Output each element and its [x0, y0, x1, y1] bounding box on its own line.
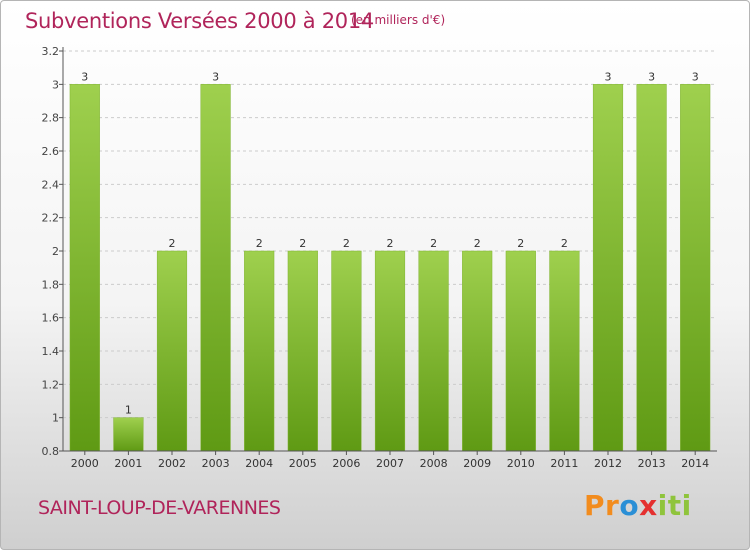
x-tick-label: 2011: [550, 457, 578, 470]
data-label: 2: [430, 237, 437, 250]
bar[interactable]: [69, 84, 100, 452]
x-tick-label: 2006: [332, 457, 360, 470]
bar[interactable]: [680, 84, 711, 452]
x-tick-label: 2001: [114, 457, 142, 470]
proxiti-logo[interactable]: Proxiti: [584, 489, 692, 522]
bar[interactable]: [200, 84, 231, 452]
bar[interactable]: [592, 84, 624, 452]
bar[interactable]: [505, 250, 536, 452]
y-tick-label: 2: [52, 245, 59, 258]
x-tick-label: 2005: [289, 457, 317, 470]
commune-name: SAINT-LOUP-DE-VARENNES: [38, 497, 281, 519]
chart-title: Subventions Versées 2000 à 2014: [25, 9, 374, 33]
data-label: 3: [81, 70, 88, 83]
y-tick-label: 1: [52, 412, 59, 425]
logo-part: o: [619, 489, 640, 522]
data-label: 3: [692, 70, 699, 83]
y-tick-label: 1.8: [42, 278, 60, 291]
y-tick-label: 1.4: [42, 345, 60, 358]
bars: 3 1 2 3 2 2 2 2 2 2 2 2 3 3 3: [69, 70, 711, 452]
bar[interactable]: [331, 250, 362, 452]
y-tick-label: 2.4: [42, 178, 60, 191]
data-label: 2: [517, 237, 524, 250]
data-label: 3: [648, 70, 655, 83]
x-tick-label: 2008: [420, 457, 448, 470]
logo-part: Pr: [584, 489, 620, 522]
y-tick-label: 2.6: [42, 145, 60, 158]
x-tick-label: 2000: [71, 457, 99, 470]
bar[interactable]: [462, 250, 493, 452]
logo-part: x: [639, 489, 658, 522]
x-tick-label: 2009: [463, 457, 491, 470]
y-tick-label: 3.2: [42, 45, 60, 58]
data-label: 2: [474, 237, 481, 250]
x-tick-label: 2012: [594, 457, 622, 470]
x-tick-label: 2014: [681, 457, 709, 470]
logo-part: iti: [657, 489, 692, 522]
data-label: 3: [605, 70, 612, 83]
bar[interactable]: [287, 250, 318, 452]
data-label: 2: [387, 237, 394, 250]
data-label: 2: [299, 237, 306, 250]
y-tick-label: 2.2: [42, 212, 60, 225]
x-tick-label: 2004: [245, 457, 273, 470]
data-label: 3: [212, 70, 219, 83]
axes: 0.8 1 1.2 1.4 1.6 1.8 2 2.2 2.4 2.6 2.8 3 3.2 2000 200…: [42, 45, 717, 470]
x-tick-label: 2002: [158, 457, 186, 470]
data-label: 2: [343, 237, 350, 250]
y-tick-label: 2.8: [42, 112, 60, 125]
bar[interactable]: [113, 417, 144, 452]
bar[interactable]: [549, 250, 580, 452]
data-label: 2: [169, 237, 176, 250]
data-label: 2: [256, 237, 263, 250]
y-tick-label: 0.8: [42, 445, 60, 458]
x-tick-label: 2010: [507, 457, 535, 470]
y-tick-label: 1.2: [42, 378, 60, 391]
y-tick-label: 3: [52, 78, 59, 91]
data-label: 1: [125, 404, 132, 417]
x-tick-label: 2013: [638, 457, 666, 470]
bar[interactable]: [156, 250, 188, 452]
bar[interactable]: [636, 84, 667, 452]
x-tick-label: 2007: [376, 457, 404, 470]
chart-subtitle: (en milliers d'€): [351, 13, 446, 27]
bar[interactable]: [418, 250, 449, 452]
bar[interactable]: [244, 250, 275, 452]
x-tick-label: 2003: [202, 457, 230, 470]
y-tick-label: 1.6: [42, 312, 60, 325]
data-label: 2: [561, 237, 568, 250]
bar[interactable]: [374, 250, 406, 452]
